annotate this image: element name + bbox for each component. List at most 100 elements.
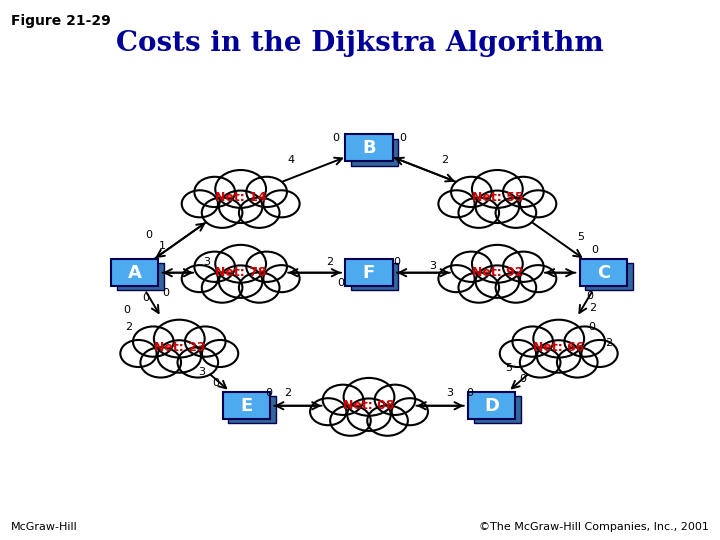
Circle shape bbox=[194, 177, 235, 207]
Circle shape bbox=[202, 272, 243, 303]
Text: Net: 55: Net: 55 bbox=[472, 191, 523, 204]
Text: 0: 0 bbox=[212, 378, 219, 388]
Text: 2: 2 bbox=[326, 257, 333, 267]
Text: 0: 0 bbox=[592, 245, 598, 255]
Text: 0: 0 bbox=[589, 322, 595, 332]
Text: Net: 23: Net: 23 bbox=[153, 341, 205, 354]
Circle shape bbox=[438, 265, 474, 292]
Circle shape bbox=[323, 384, 364, 415]
Circle shape bbox=[564, 327, 605, 357]
Circle shape bbox=[495, 198, 536, 228]
Text: 5: 5 bbox=[505, 363, 512, 373]
Text: 2: 2 bbox=[284, 388, 292, 399]
Text: 0: 0 bbox=[586, 291, 593, 301]
Text: 2: 2 bbox=[606, 339, 613, 348]
Circle shape bbox=[120, 340, 156, 367]
Circle shape bbox=[264, 190, 300, 217]
Circle shape bbox=[476, 191, 519, 223]
Text: Figure 21-29: Figure 21-29 bbox=[11, 14, 111, 28]
Circle shape bbox=[185, 327, 225, 357]
Circle shape bbox=[310, 398, 346, 425]
Text: Net: 08: Net: 08 bbox=[343, 399, 395, 412]
Text: 3: 3 bbox=[430, 261, 436, 272]
Circle shape bbox=[264, 265, 300, 292]
Text: Net: 92: Net: 92 bbox=[472, 266, 523, 279]
Circle shape bbox=[215, 170, 266, 208]
Circle shape bbox=[154, 320, 204, 357]
Text: 0: 0 bbox=[123, 305, 130, 315]
Text: C: C bbox=[597, 264, 610, 282]
Circle shape bbox=[537, 340, 580, 373]
Text: 0: 0 bbox=[143, 293, 149, 302]
FancyBboxPatch shape bbox=[474, 396, 521, 423]
Circle shape bbox=[181, 190, 218, 217]
Text: 2: 2 bbox=[589, 303, 595, 313]
Circle shape bbox=[246, 252, 287, 282]
Text: 0: 0 bbox=[265, 388, 272, 399]
FancyBboxPatch shape bbox=[351, 264, 398, 291]
Circle shape bbox=[500, 340, 536, 367]
Circle shape bbox=[557, 347, 598, 377]
Circle shape bbox=[438, 190, 474, 217]
Text: 2: 2 bbox=[441, 156, 448, 165]
Text: Costs in the Dijkstra Algorithm: Costs in the Dijkstra Algorithm bbox=[116, 30, 604, 57]
Text: 1: 1 bbox=[159, 241, 166, 251]
Circle shape bbox=[582, 340, 618, 367]
Circle shape bbox=[392, 398, 428, 425]
Text: 0: 0 bbox=[519, 374, 526, 384]
Text: 4: 4 bbox=[287, 156, 294, 165]
FancyBboxPatch shape bbox=[222, 392, 270, 419]
Text: Net: 66: Net: 66 bbox=[533, 341, 585, 354]
Circle shape bbox=[239, 272, 279, 303]
Circle shape bbox=[503, 177, 544, 207]
Circle shape bbox=[503, 252, 544, 282]
Circle shape bbox=[133, 327, 174, 357]
Circle shape bbox=[343, 378, 395, 416]
Circle shape bbox=[140, 347, 181, 377]
FancyBboxPatch shape bbox=[585, 264, 633, 291]
Text: 5: 5 bbox=[577, 232, 585, 242]
Text: D: D bbox=[485, 397, 499, 415]
Circle shape bbox=[459, 272, 499, 303]
Text: 0: 0 bbox=[338, 278, 345, 288]
Circle shape bbox=[246, 177, 287, 207]
Text: E: E bbox=[240, 397, 253, 415]
Circle shape bbox=[330, 406, 371, 436]
Circle shape bbox=[219, 265, 262, 298]
Circle shape bbox=[472, 245, 523, 283]
Text: A: A bbox=[127, 264, 142, 282]
Text: 0: 0 bbox=[466, 388, 473, 399]
Circle shape bbox=[367, 406, 408, 436]
Circle shape bbox=[520, 265, 557, 292]
Text: 2: 2 bbox=[125, 322, 132, 332]
Circle shape bbox=[194, 252, 235, 282]
Text: 3: 3 bbox=[446, 388, 454, 399]
Circle shape bbox=[178, 347, 218, 377]
Text: F: F bbox=[363, 264, 375, 282]
Text: B: B bbox=[362, 139, 376, 157]
Circle shape bbox=[202, 198, 243, 228]
Text: 3: 3 bbox=[198, 368, 205, 377]
Text: 0: 0 bbox=[145, 230, 152, 240]
Circle shape bbox=[520, 190, 557, 217]
FancyBboxPatch shape bbox=[111, 259, 158, 286]
Circle shape bbox=[158, 340, 201, 373]
Circle shape bbox=[215, 245, 266, 283]
Circle shape bbox=[451, 252, 492, 282]
Circle shape bbox=[495, 272, 536, 303]
Circle shape bbox=[513, 327, 553, 357]
Circle shape bbox=[374, 384, 415, 415]
Text: 0: 0 bbox=[399, 132, 406, 143]
Circle shape bbox=[476, 265, 519, 298]
Text: 0: 0 bbox=[393, 257, 400, 267]
FancyBboxPatch shape bbox=[346, 259, 392, 286]
Text: 0: 0 bbox=[332, 132, 339, 143]
Text: Net: 78: Net: 78 bbox=[215, 266, 266, 279]
Text: 0: 0 bbox=[162, 288, 168, 299]
FancyBboxPatch shape bbox=[228, 396, 276, 423]
FancyBboxPatch shape bbox=[580, 259, 627, 286]
FancyBboxPatch shape bbox=[351, 139, 398, 166]
Circle shape bbox=[459, 198, 499, 228]
Circle shape bbox=[520, 347, 560, 377]
Text: ©The McGraw-Hill Companies, Inc., 2001: ©The McGraw-Hill Companies, Inc., 2001 bbox=[480, 522, 709, 532]
